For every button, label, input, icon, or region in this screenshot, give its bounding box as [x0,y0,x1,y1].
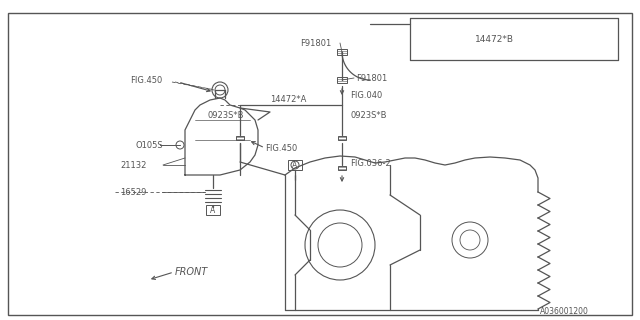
Text: 0923S*B: 0923S*B [207,110,243,119]
Circle shape [212,82,228,98]
Text: A: A [211,205,216,214]
Text: O105S: O105S [135,140,163,149]
Text: FIG.036-2: FIG.036-2 [350,158,391,167]
Circle shape [305,210,375,280]
Text: FRONT: FRONT [175,267,208,277]
Circle shape [176,141,184,149]
Text: FIG.450: FIG.450 [130,76,163,84]
Text: FIG.450: FIG.450 [265,143,297,153]
Bar [288,160,302,170]
Circle shape [318,223,362,267]
Text: FIG.040: FIG.040 [350,91,382,100]
Text: F91801: F91801 [356,74,387,83]
Bar [337,49,347,55]
Text: 16529: 16529 [120,188,147,196]
Bar [338,136,346,140]
Bar [236,136,244,140]
Circle shape [291,161,299,169]
Text: F91801: F91801 [300,38,332,47]
Circle shape [460,230,480,250]
Bar [338,166,346,171]
Circle shape [215,85,225,95]
Text: A036001200: A036001200 [540,308,589,316]
Text: 14472*B: 14472*B [475,35,514,44]
Bar [337,77,347,83]
Text: 21132: 21132 [120,161,147,170]
Text: A: A [292,161,298,170]
Text: 0923S*B: 0923S*B [350,110,387,119]
Text: 14472*A: 14472*A [270,94,307,103]
Circle shape [452,222,488,258]
Bar [206,205,220,215]
